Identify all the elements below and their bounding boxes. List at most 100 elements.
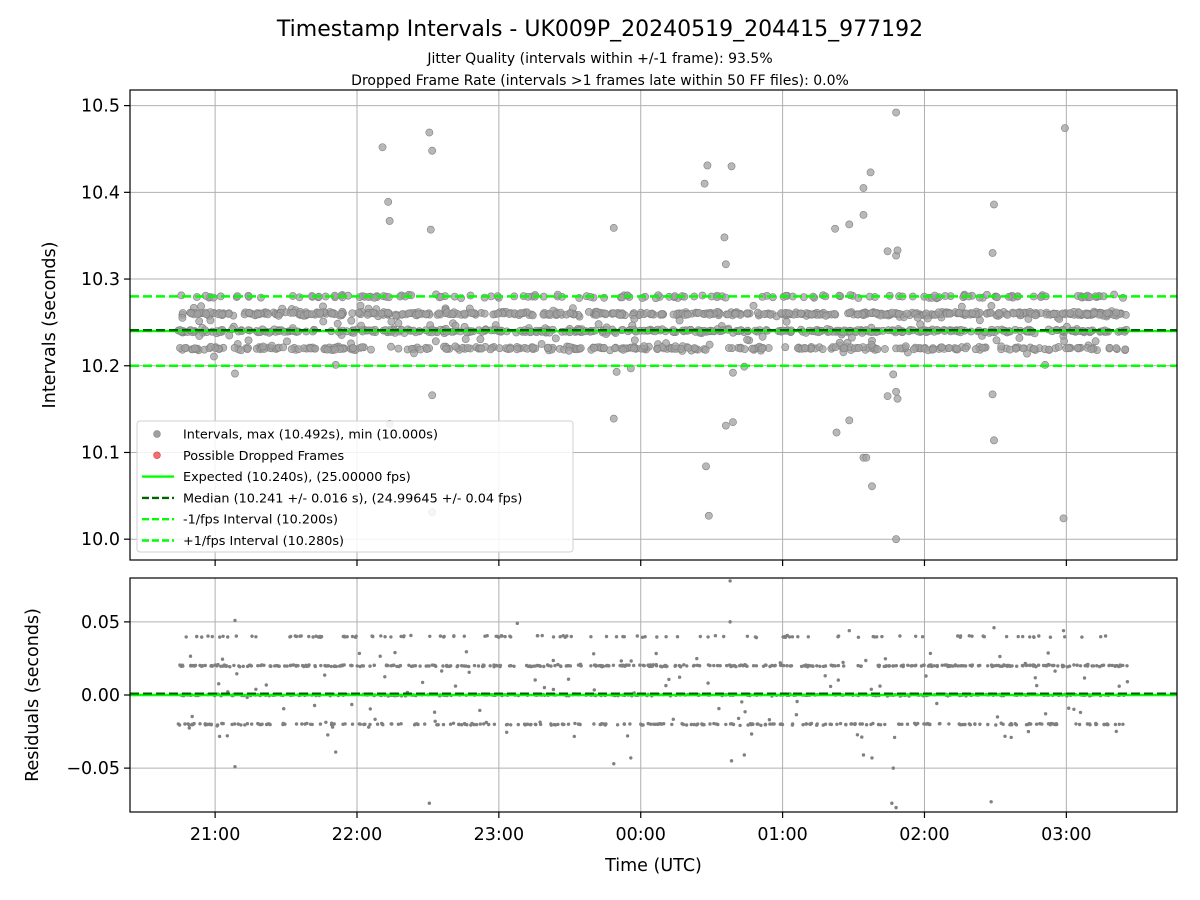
interval-point	[807, 664, 811, 668]
interval-point	[759, 723, 763, 727]
top-y-axis-label: Intervals (seconds)	[40, 242, 60, 409]
interval-point	[999, 721, 1003, 725]
interval-point	[1008, 723, 1012, 727]
interval-point	[945, 344, 954, 352]
outlier-point	[893, 394, 902, 403]
interval-point	[947, 722, 951, 726]
interval-point	[1072, 707, 1076, 711]
interval-point	[873, 635, 877, 639]
interval-point	[203, 663, 207, 668]
outlier-point	[612, 762, 616, 766]
interval-point	[556, 308, 565, 317]
interval-point	[663, 664, 667, 668]
interval-point	[428, 634, 432, 638]
interval-point	[916, 320, 925, 329]
interval-point	[1067, 706, 1071, 710]
interval-point	[671, 717, 675, 721]
interval-point	[411, 664, 415, 668]
interval-point	[799, 664, 804, 669]
interval-point	[413, 722, 418, 726]
interval-point	[235, 672, 239, 676]
interval-point	[628, 722, 632, 726]
interval-point	[220, 721, 224, 726]
interval-point	[630, 336, 639, 345]
interval-point	[881, 345, 889, 353]
outlier-point	[892, 108, 900, 117]
interval-point	[383, 675, 387, 679]
interval-point	[615, 311, 624, 319]
interval-point	[718, 664, 722, 668]
interval-point	[738, 664, 742, 668]
interval-point	[331, 345, 339, 354]
interval-point	[869, 687, 873, 691]
interval-point	[340, 663, 344, 668]
interval-point	[492, 722, 497, 726]
interval-point	[592, 722, 596, 726]
interval-point	[1087, 345, 1096, 354]
interval-point	[434, 309, 443, 318]
outlier-point	[742, 753, 746, 757]
interval-point	[619, 345, 628, 354]
interval-point	[738, 723, 742, 728]
interval-point	[815, 722, 819, 726]
outlier-point	[894, 805, 898, 810]
interval-point	[478, 708, 482, 713]
interval-point	[451, 721, 456, 725]
interval-point	[464, 650, 469, 654]
interval-point	[189, 663, 193, 668]
interval-point	[504, 723, 509, 727]
interval-point	[456, 664, 460, 668]
interval-point	[228, 665, 232, 669]
interval-point	[467, 664, 471, 669]
interval-point	[829, 722, 834, 727]
interval-point	[399, 634, 403, 639]
interval-point	[880, 634, 884, 639]
interval-point	[800, 343, 809, 352]
interval-point	[367, 725, 371, 729]
interval-point	[829, 663, 833, 667]
interval-point	[549, 664, 553, 668]
interval-point	[763, 723, 768, 727]
interval-point	[712, 663, 716, 668]
interval-point	[601, 309, 610, 318]
interval-point	[764, 663, 768, 667]
interval-point	[808, 722, 813, 727]
interval-point	[243, 723, 247, 727]
interval-point	[250, 722, 254, 726]
interval-point	[348, 309, 357, 318]
interval-point	[1110, 663, 1114, 668]
interval-point	[299, 634, 303, 638]
interval-point	[642, 309, 651, 317]
interval-point	[883, 722, 887, 727]
interval-point	[224, 664, 228, 668]
interval-point	[722, 634, 726, 639]
interval-point	[533, 678, 537, 682]
interval-point	[708, 722, 712, 726]
interval-point	[842, 664, 846, 668]
interval-point	[250, 634, 254, 638]
interval-point	[998, 664, 1002, 668]
interval-point	[754, 308, 762, 317]
x-tick-label: 01:00	[757, 825, 807, 845]
interval-point	[540, 633, 544, 638]
interval-point	[262, 663, 266, 667]
interval-point	[377, 309, 386, 318]
interval-point	[407, 663, 411, 667]
interval-point	[1036, 663, 1041, 667]
outlier-point	[891, 766, 895, 770]
interval-point	[358, 343, 366, 352]
outlier-point	[428, 146, 437, 155]
interval-point	[1023, 349, 1031, 358]
interval-point	[462, 634, 466, 638]
interval-point	[300, 663, 305, 668]
interval-point	[725, 663, 729, 668]
interval-point	[484, 720, 488, 725]
interval-point	[795, 699, 799, 704]
interval-point	[659, 722, 664, 726]
interval-point	[319, 302, 327, 311]
interval-point	[923, 314, 932, 323]
outlier-point	[866, 168, 875, 177]
interval-point	[664, 635, 668, 639]
interval-point	[695, 663, 699, 667]
interval-point	[641, 723, 645, 727]
